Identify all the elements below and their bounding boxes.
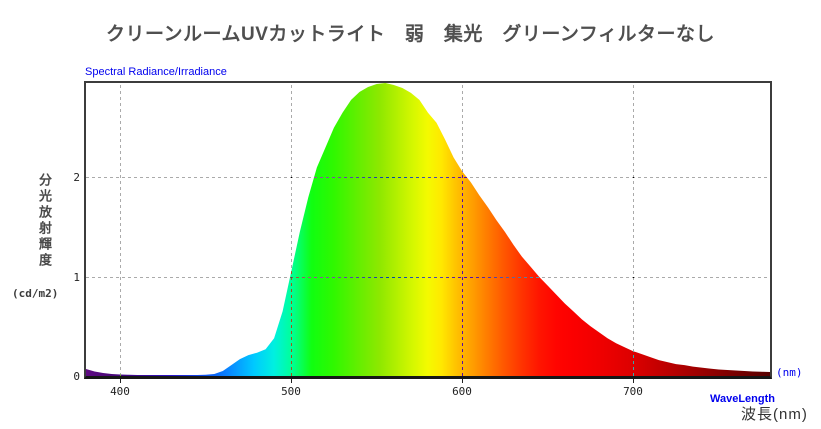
x-axis-label-ja: 波長(nm): [741, 406, 808, 423]
spectrum-curve: [86, 83, 770, 376]
x-tick-mark: [462, 379, 463, 383]
y-axis-label: 分光放射輝度: [37, 173, 52, 269]
x-axis-label-en: WaveLength: [710, 393, 775, 405]
x-axis-unit-nm: (nm): [776, 366, 803, 379]
x-tick-mark: [633, 379, 634, 383]
page-title: クリーンルームUVカットライト 弱 集光 グリーンフィルターなし: [106, 24, 715, 45]
spectrum-area-fill: [86, 83, 770, 376]
chart-header-label: Spectral Radiance/Irradiance: [85, 66, 227, 78]
x-tick-label: 400: [110, 385, 130, 398]
plot-area: [86, 83, 770, 376]
y-tick-label: 1: [73, 271, 80, 284]
x-tick-mark: [291, 379, 292, 383]
y-tick-label: 2: [73, 171, 80, 184]
x-tick-label: 600: [452, 385, 472, 398]
x-tick-label: 500: [281, 385, 301, 398]
x-tick-label: 700: [623, 385, 643, 398]
y-tick-label: 0: [73, 370, 80, 383]
x-tick-mark: [120, 379, 121, 383]
y-axis-unit: (cd/m2): [12, 287, 59, 300]
